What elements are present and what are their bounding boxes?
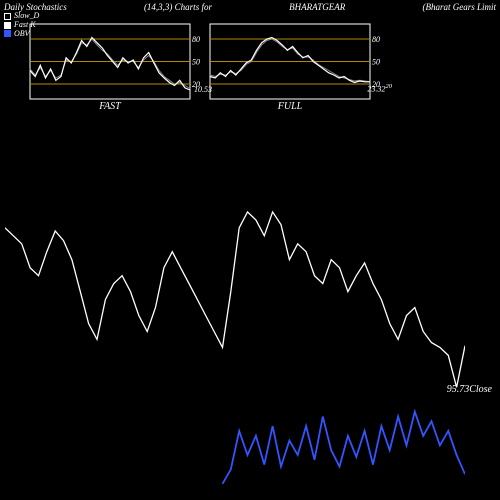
- close-value: 95.73: [447, 384, 470, 395]
- mini-chart-full: 205080 23.3220 FULL: [210, 24, 370, 112]
- mini-fast-title: FAST: [30, 101, 190, 112]
- close-text: Close: [469, 384, 492, 395]
- chart-header: Daily Stochastics (14,3,3) Charts for BH…: [0, 0, 500, 14]
- close-label: 95.73Close: [447, 384, 492, 395]
- mini-chart-full-svg: 205080: [210, 24, 370, 99]
- swatch-slow-d: [4, 13, 11, 20]
- svg-text:80: 80: [372, 35, 380, 44]
- svg-text:80: 80: [192, 35, 200, 44]
- header-ticker: BHARATGEAR: [289, 2, 345, 12]
- mini-full-value: 23.3220: [367, 83, 392, 94]
- mini-chart-fast-svg: 205080: [30, 24, 190, 99]
- svg-text:50: 50: [192, 58, 200, 67]
- main-chart-svg: [5, 180, 465, 490]
- swatch-obv: [4, 30, 11, 37]
- mini-charts-row: 205080 10.53 FAST 205080 23.3220 FULL: [30, 24, 370, 112]
- mini-full-title: FULL: [210, 101, 370, 112]
- main-chart: [5, 180, 465, 490]
- header-company: (Bharat Gears Limit: [422, 2, 496, 12]
- svg-text:50: 50: [372, 58, 380, 67]
- header-params: (14,3,3) Charts for: [144, 2, 212, 12]
- legend-obv-label: OBV: [14, 30, 30, 39]
- mini-chart-fast: 205080 10.53 FAST: [30, 24, 190, 112]
- swatch-fast-k: [4, 22, 11, 29]
